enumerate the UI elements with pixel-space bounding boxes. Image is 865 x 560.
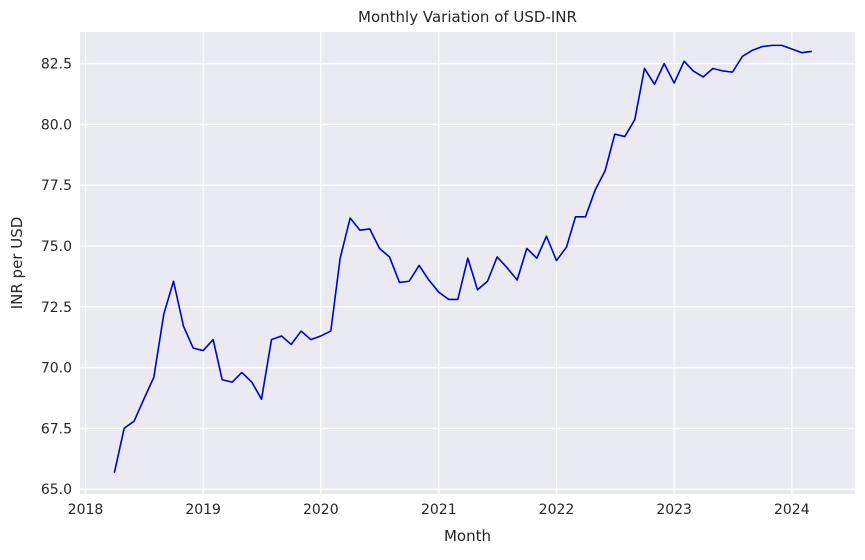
x-tick-label: 2023 <box>656 502 692 518</box>
x-tick-label: 2021 <box>421 502 457 518</box>
series-line-usd-inr <box>113 44 812 473</box>
y-axis-title: INR per USD <box>8 217 26 310</box>
y-tick-label: 72.5 <box>41 300 72 316</box>
y-tick-label: 82.5 <box>41 57 72 73</box>
y-tick-label: 70.0 <box>41 361 72 377</box>
series-layer <box>113 44 812 473</box>
grid-lines <box>80 32 855 494</box>
x-tick-label: 2019 <box>185 502 221 518</box>
y-tick-label: 80.0 <box>41 117 72 133</box>
tick-labels: 65.0 67.5 70.0 72.5 75.0 77.5 80.0 82.5 2018 2019… <box>41 57 810 518</box>
y-tick-label: 67.5 <box>41 421 72 437</box>
plot-background <box>80 32 855 494</box>
y-tick-label: 65.0 <box>41 482 72 498</box>
x-tick-label: 2020 <box>303 502 339 518</box>
y-tick-label: 77.5 <box>41 178 72 194</box>
x-tick-label: 2022 <box>539 502 575 518</box>
x-tick-label: 2024 <box>774 502 810 518</box>
x-axis-title: Month <box>444 527 491 545</box>
x-tick-label: 2018 <box>68 502 104 518</box>
chart-title: Monthly Variation of USD-INR <box>358 8 577 26</box>
y-tick-label: 75.0 <box>41 239 72 255</box>
